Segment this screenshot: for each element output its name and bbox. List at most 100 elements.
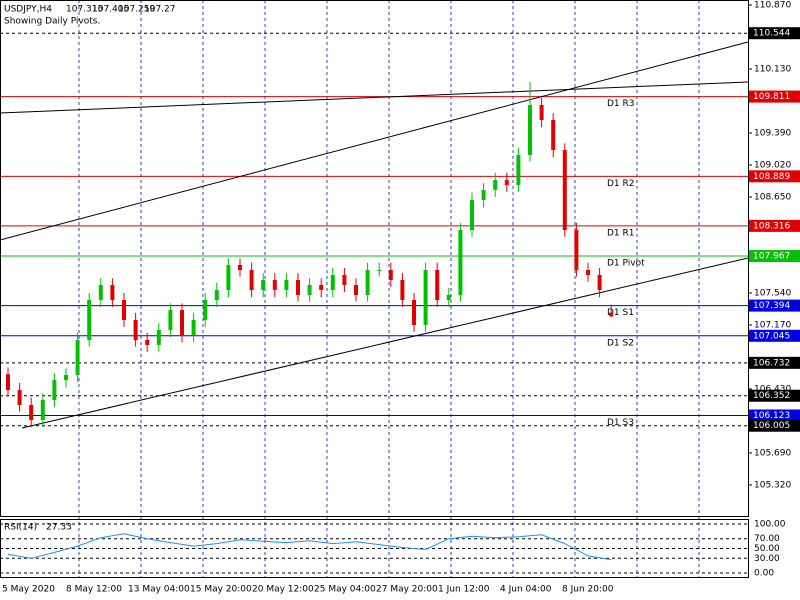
candle-body [365,269,370,295]
candle-body [504,180,509,185]
y-tick-label: 107.540 [754,288,791,298]
candle-body [75,340,80,375]
candle-body [284,280,289,290]
rsi-tick-label: 0.00 [754,569,774,579]
level-tag [749,27,800,40]
candle-body [412,299,416,325]
trendlines [0,41,749,429]
candle-body [52,379,57,400]
last-open: 107.313 [66,5,103,15]
level-value: 107.045 [753,331,790,341]
candle-body [156,329,161,345]
candle-body [145,340,150,345]
candle-body [481,189,486,201]
level-tag [749,329,800,342]
main-frame [0,0,749,517]
level-name: D1 S2 [607,338,634,348]
level-value: 109.811 [753,92,790,102]
level-tag [749,419,800,432]
rsi-tick-label: 100.00 [754,520,786,530]
candle-body [307,285,312,295]
candle-body [180,310,184,336]
rsi-pane [0,523,748,574]
level-value: 106.123 [753,411,790,421]
x-tick-label: 25 May 04:00 [314,585,376,595]
level-tag [749,389,800,402]
level-name: D1 S1 [607,308,634,318]
x-tick-label: 27 May 20:00 [376,585,438,595]
x-tick-label: 5 May 2020 [2,585,55,595]
trendline [0,41,749,241]
y-tick-label: 108.650 [754,192,791,202]
candle-body [203,299,208,320]
x-tick-label: 1 Jun 12:00 [438,585,490,595]
y-tick-label: 107.170 [754,320,791,330]
last-high: 107.405 [92,5,129,15]
candle-body [17,390,22,405]
y-tick-label: 105.690 [754,448,791,458]
level-tag [749,409,800,422]
y-tick-label: 109.390 [754,128,791,138]
y-tick-label: 109.020 [754,160,791,170]
level-value: 106.732 [753,358,790,368]
level-name: D1 R3 [607,99,635,109]
level-value: 106.005 [753,421,790,431]
level-name: D1 S3 [607,418,634,428]
x-tick-label: 8 May 12:00 [66,585,122,595]
candle-body [261,280,266,290]
level-tag [749,170,800,183]
candle-body [29,404,34,421]
candle-body [122,299,126,320]
candle-body [539,104,544,121]
candle-body [330,274,335,290]
subtitle: Showing Daily Pivots. [4,17,100,27]
candle-body [586,269,590,275]
candle-body [214,289,219,300]
level-tag [749,356,800,369]
candle-body [609,312,614,317]
candle-body [226,264,231,290]
last-low: 107.259 [118,5,155,15]
candle-body [40,399,45,421]
rsi-tick-label: 30.00 [754,554,780,564]
level-tag [749,219,800,232]
candle-body [435,269,440,300]
level-value: 107.394 [753,301,790,311]
candle-body [110,285,115,300]
candle-body [354,285,358,295]
candles [6,81,614,428]
candle-body [458,230,463,295]
pivot-levels: D1 R3 D1 R2 D1 R1 D1 Pivot D1 S1 D1 S2 D1 S3 [0,32,748,428]
candle-body [249,269,254,290]
level-name: D1 R1 [607,228,635,238]
candle-body [319,285,324,290]
rsi-tick-label: 70.00 [754,534,780,544]
candle-body [168,310,173,330]
candle-body [493,180,498,190]
candle-body [296,280,300,295]
level-tag [749,299,800,312]
level-name: D1 Pivot [607,259,645,269]
y-tick-label: 110.870 [754,1,791,11]
candle-body [272,280,277,290]
rsi-name: RSI(14) [4,523,37,533]
level-value: 110.544 [753,29,790,39]
candle-body [133,319,138,341]
candle-body [446,294,451,300]
candle-body [388,269,393,281]
x-tick-label: 15 May 20:00 [190,585,252,595]
candle-body [64,374,68,380]
level-value: 108.316 [753,221,790,231]
candle-body [400,280,405,300]
x-tick-label: 4 Jun 04:00 [500,585,552,595]
candle-body [191,319,196,336]
y-tick-label: 106.430 [754,384,791,394]
candle-body [470,200,474,231]
rsi-frame [0,519,749,578]
candle-body [98,285,103,300]
x-tick-label: 20 May 12:00 [252,585,314,595]
candle-body [574,230,579,270]
